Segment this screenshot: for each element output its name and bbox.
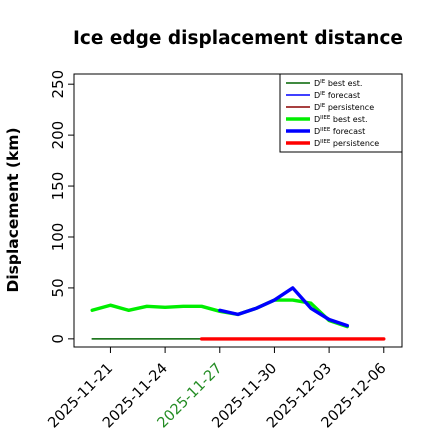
x-ticks: 2025-11-212025-11-242025-11-272025-11-30… xyxy=(45,347,390,431)
legend-box xyxy=(279,73,403,153)
legend-label: DIIEE best est. xyxy=(314,115,368,124)
y-tick-label: 50 xyxy=(49,278,67,297)
y-tick-label: 250 xyxy=(49,70,67,99)
legend-label: DIE best est. xyxy=(314,79,362,88)
plot-frame xyxy=(73,73,403,348)
y-tick-label: 150 xyxy=(49,172,67,201)
y-ticks: 0 50 100 150 200 250 xyxy=(49,70,74,344)
series-layer xyxy=(90,286,386,341)
legend-label: DIIEE persistence xyxy=(314,139,379,148)
y-tick-label: 200 xyxy=(49,121,67,150)
legend: DIE best est. DIE forecast DIE persistence… xyxy=(279,73,403,153)
chart-title: Ice edge displacement distance xyxy=(73,28,403,49)
y-axis-label: Displacement (km) xyxy=(4,127,22,292)
series-line-4 xyxy=(218,286,349,328)
y-tick-label: 0 xyxy=(49,334,67,344)
y-tick-label: 100 xyxy=(49,223,67,252)
legend-label: DIE forecast xyxy=(314,91,360,100)
legend-label: DIIEE forecast xyxy=(314,127,365,136)
legend-label: DIE persistence xyxy=(314,103,374,112)
